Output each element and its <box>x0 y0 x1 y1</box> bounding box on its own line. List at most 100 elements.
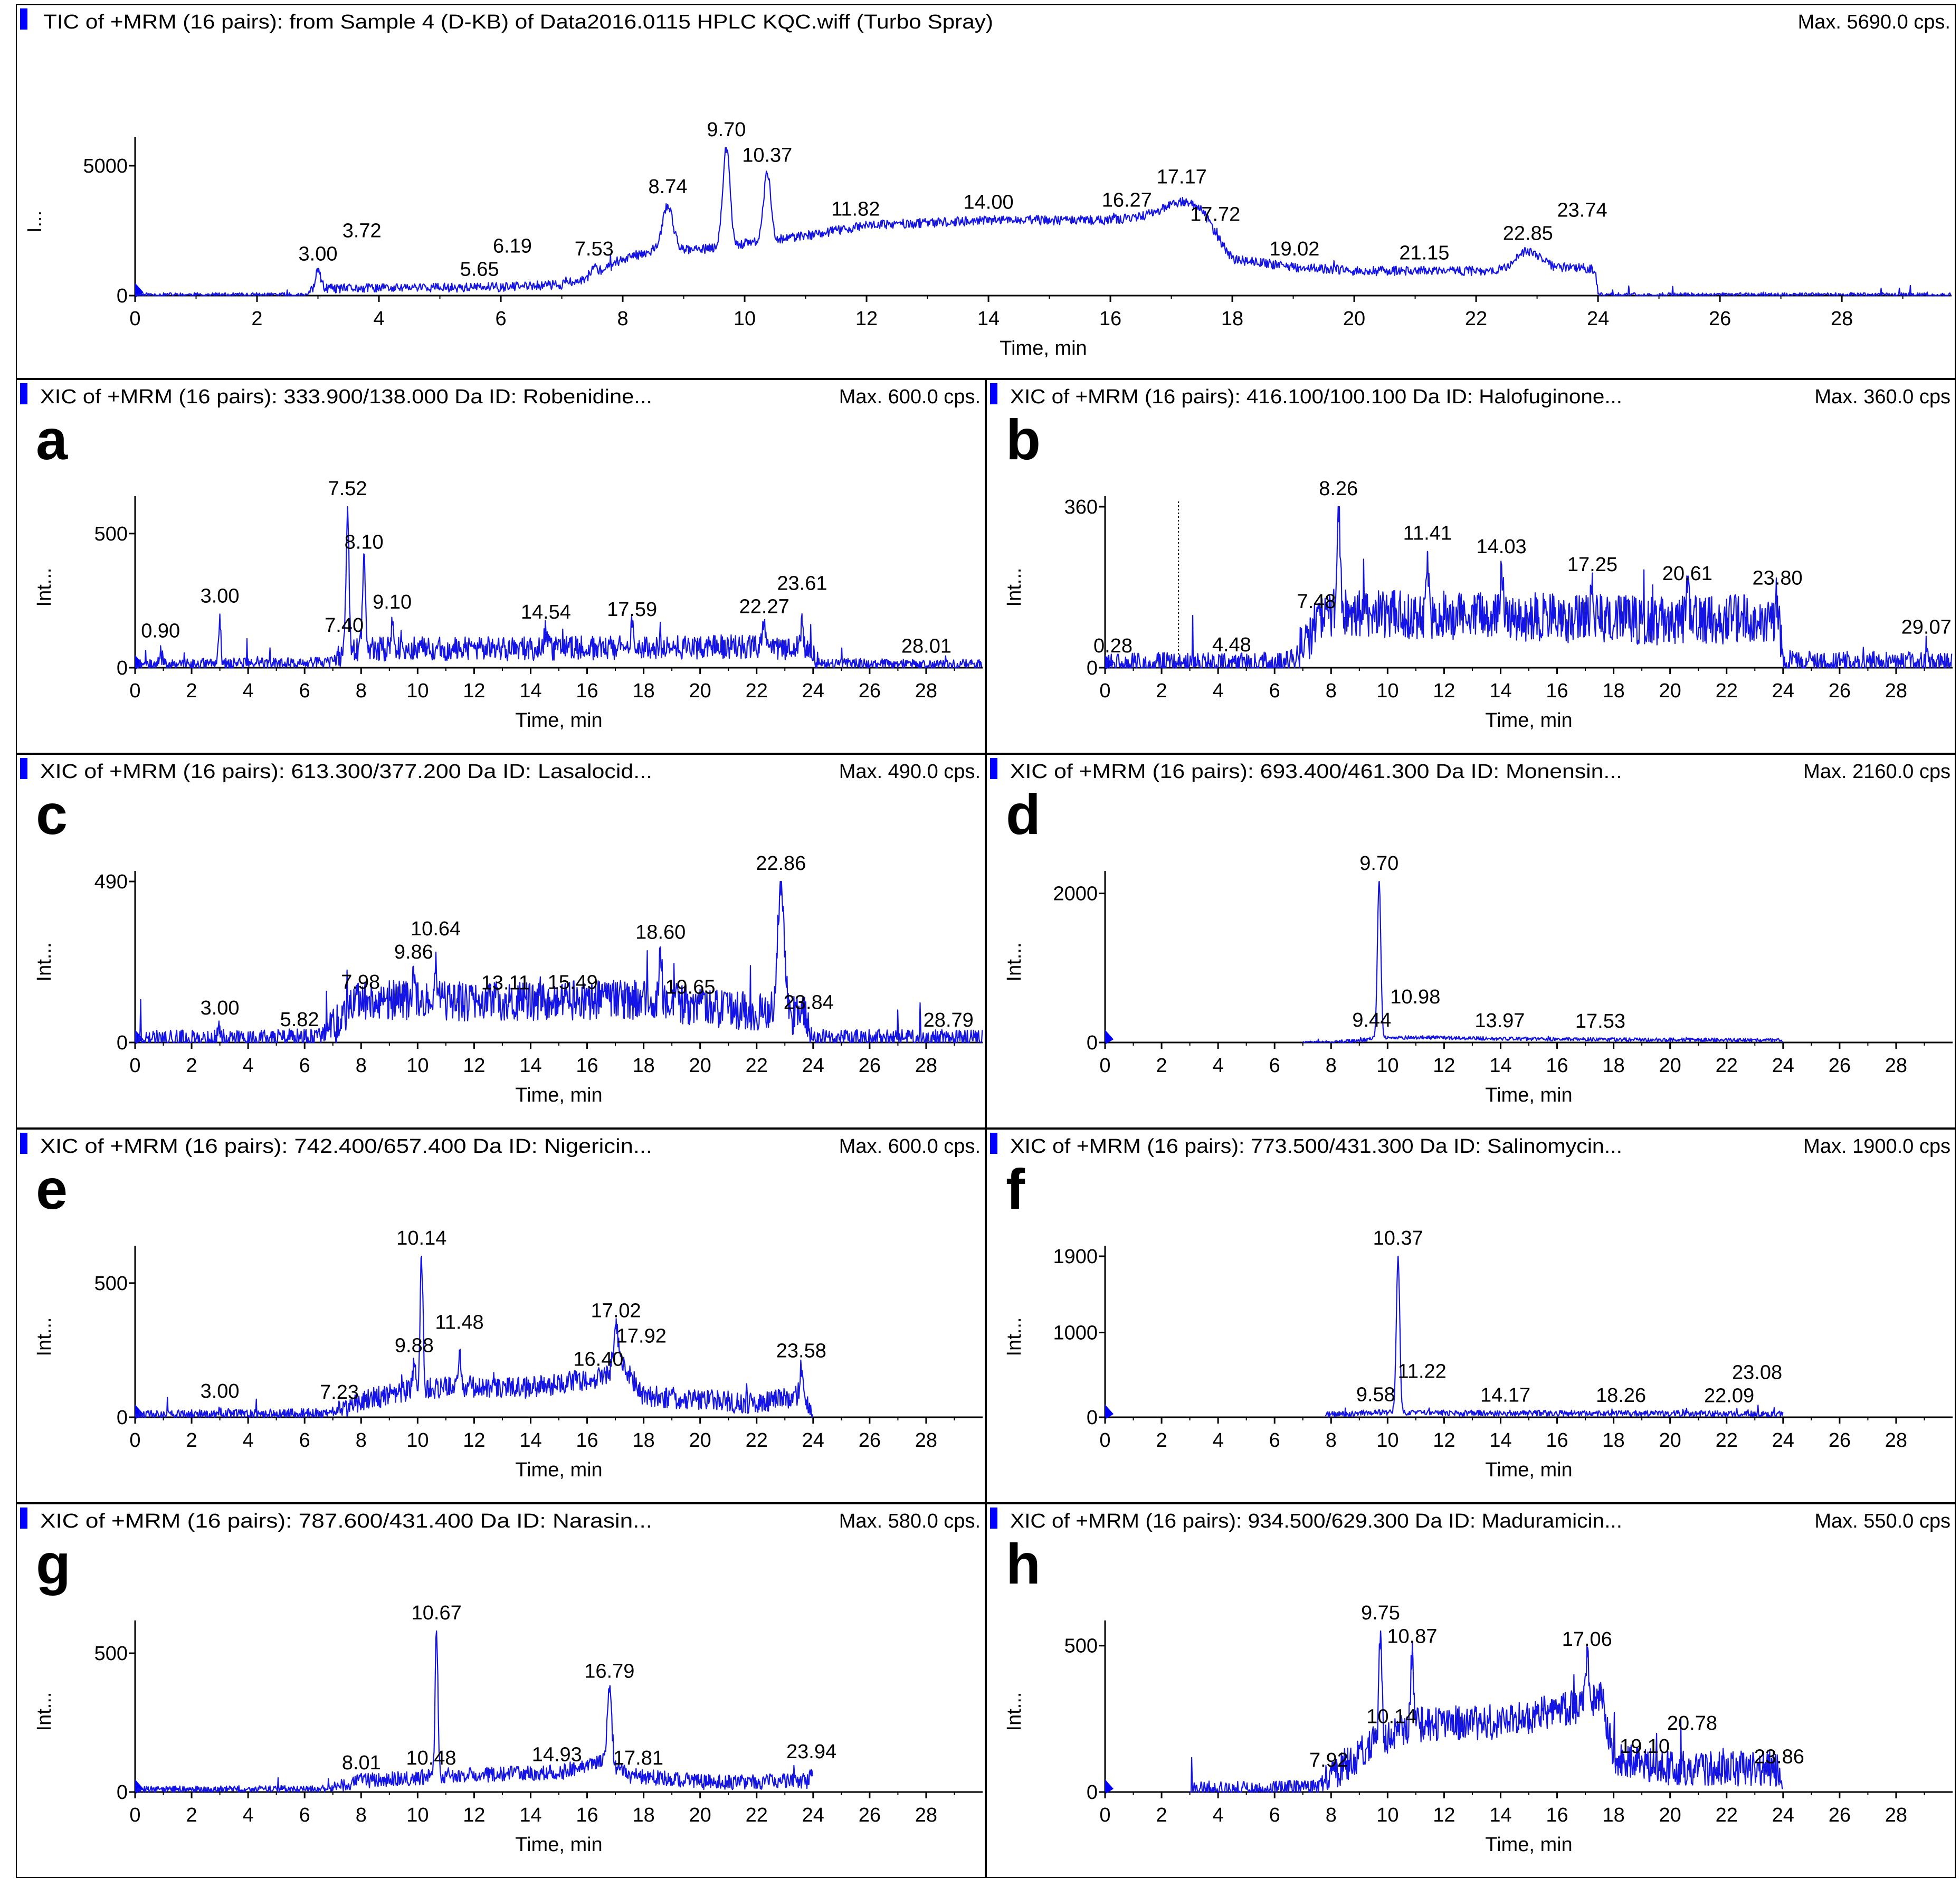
peak-label: 6.19 <box>493 235 532 257</box>
peak-label: 16.79 <box>584 1660 634 1682</box>
max-intensity-label: Max. 1900.0 cps <box>1803 1135 1951 1158</box>
x-tick-label: 28 <box>1885 1804 1907 1826</box>
x-tick-label: 12 <box>463 1429 485 1452</box>
x-tick-label: 22 <box>746 680 768 702</box>
x-tick-label: 24 <box>1587 308 1609 330</box>
y-tick-label: 0 <box>1087 657 1098 679</box>
x-tick-label: 14 <box>1489 1429 1511 1452</box>
x-tick-label: 10 <box>1376 1055 1398 1077</box>
peak-label: 10.48 <box>406 1747 456 1769</box>
peak-label: 15.49 <box>548 971 598 993</box>
x-tick-label: 16 <box>576 1055 598 1077</box>
panel-letter: c <box>36 782 68 846</box>
baseline-marker-icon <box>1105 1779 1114 1794</box>
peak-label: 10.14 <box>396 1227 446 1249</box>
trace-marker-icon <box>990 383 997 404</box>
x-tick-label: 20 <box>689 1804 711 1826</box>
x-tick-label: 14 <box>1489 1804 1511 1826</box>
peak-label: 9.70 <box>1359 852 1398 875</box>
x-tick-label: 2 <box>186 680 197 702</box>
x-tick-label: 4 <box>373 308 384 330</box>
peak-label: 3.00 <box>299 243 338 266</box>
peak-label: 7.52 <box>328 478 367 500</box>
peak-label: 23.08 <box>1732 1361 1782 1383</box>
x-tick-label: 12 <box>463 1804 485 1826</box>
peak-label: 8.74 <box>649 176 688 198</box>
panel-letter: a <box>36 407 68 471</box>
x-tick-label: 20 <box>1659 1055 1681 1077</box>
peak-label: 13.97 <box>1474 1010 1525 1032</box>
x-tick-label: 14 <box>519 680 541 702</box>
x-tick-label: 20 <box>689 680 711 702</box>
trace-marker-icon <box>20 1133 27 1154</box>
peak-label: 14.17 <box>1480 1384 1530 1406</box>
max-intensity-label: Max. 600.0 cps. <box>839 386 981 408</box>
chromatogram-svg-f: XIC of +MRM (16 pairs): 773.500/431.300 … <box>990 1133 1953 1481</box>
peak-label: 9.88 <box>395 1334 434 1357</box>
peak-label: 22.85 <box>1503 222 1553 244</box>
y-tick-label: 1900 <box>1053 1246 1098 1268</box>
x-tick-label: 20 <box>1659 680 1681 702</box>
x-tick-label: 10 <box>406 680 429 702</box>
x-tick-label: 20 <box>1659 1804 1681 1826</box>
x-axis-label: Time, min <box>1485 1834 1572 1856</box>
peak-label: 17.81 <box>613 1747 663 1769</box>
x-tick-label: 20 <box>1659 1429 1681 1452</box>
x-tick-label: 14 <box>977 308 1000 330</box>
x-tick-label: 26 <box>1829 1055 1851 1077</box>
x-tick-label: 2 <box>1156 680 1167 702</box>
chromatogram-trace-g <box>135 1630 813 1793</box>
x-tick-label: 6 <box>1269 1055 1280 1077</box>
x-tick-label: 6 <box>299 1429 310 1452</box>
x-tick-label: 14 <box>1489 1055 1511 1077</box>
y-axis-label: Int... <box>33 568 55 607</box>
x-tick-label: 4 <box>243 1429 254 1452</box>
x-tick-label: 8 <box>1326 1429 1337 1452</box>
y-tick-label: 0 <box>1087 1032 1098 1054</box>
peak-label: 9.75 <box>1361 1602 1400 1624</box>
peak-label: 19.65 <box>665 976 715 998</box>
peak-label: 17.92 <box>616 1325 667 1348</box>
x-tick-label: 26 <box>859 680 881 702</box>
x-tick-label: 8 <box>356 1804 367 1826</box>
peak-label: 22.09 <box>1704 1385 1754 1407</box>
y-tick-label: 0 <box>117 1407 128 1429</box>
peak-label: 11.41 <box>1403 523 1452 545</box>
y-axis-label: Int... <box>33 943 55 982</box>
panel-letter: e <box>36 1157 68 1221</box>
peak-label: 23.80 <box>1753 567 1803 589</box>
peak-label: 9.86 <box>394 941 433 963</box>
chromatogram-trace-b <box>1105 506 1953 669</box>
max-intensity-label: Max. 580.0 cps. <box>839 1510 981 1532</box>
peak-label: 0.28 <box>1093 635 1133 657</box>
x-tick-label: 2 <box>186 1804 197 1826</box>
max-intensity-label: Max. 490.0 cps. <box>839 761 981 783</box>
y-axis-label: Int... <box>33 1692 55 1731</box>
x-tick-label: 2 <box>186 1055 197 1077</box>
panel-letter: g <box>36 1532 71 1596</box>
peak-label: 10.87 <box>1387 1625 1437 1647</box>
chromatogram-trace-tic <box>135 147 1952 297</box>
x-tick-label: 10 <box>406 1804 429 1826</box>
peak-label: 3.00 <box>201 997 240 1019</box>
peak-label: 10.67 <box>412 1602 462 1624</box>
peak-label: 9.58 <box>1356 1383 1395 1406</box>
x-tick-label: 4 <box>1213 1804 1224 1826</box>
chromatogram-svg-tic: TIC of +MRM (16 pairs): from Sample 4 (D… <box>20 8 1952 359</box>
x-tick-label: 10 <box>406 1429 429 1452</box>
x-tick-label: 22 <box>746 1429 768 1452</box>
peak-label: 5.65 <box>460 258 499 280</box>
x-tick-label: 24 <box>1772 680 1794 702</box>
x-tick-label: 16 <box>576 1804 598 1826</box>
x-tick-label: 20 <box>689 1429 711 1452</box>
peak-label: 17.02 <box>591 1300 641 1322</box>
x-tick-label: 20 <box>689 1055 711 1077</box>
x-tick-label: 18 <box>632 1055 654 1077</box>
x-tick-label: 28 <box>1885 680 1907 702</box>
x-axis-label: Time, min <box>1485 1084 1572 1106</box>
x-tick-label: 14 <box>519 1804 541 1826</box>
chromatogram-panel-b: XIC of +MRM (16 pairs): 416.100/100.100 … <box>986 379 1956 754</box>
chromatogram-trace-d <box>1302 880 1783 1044</box>
peak-label: 28.01 <box>901 635 952 657</box>
peak-label: 10.37 <box>1373 1227 1423 1249</box>
